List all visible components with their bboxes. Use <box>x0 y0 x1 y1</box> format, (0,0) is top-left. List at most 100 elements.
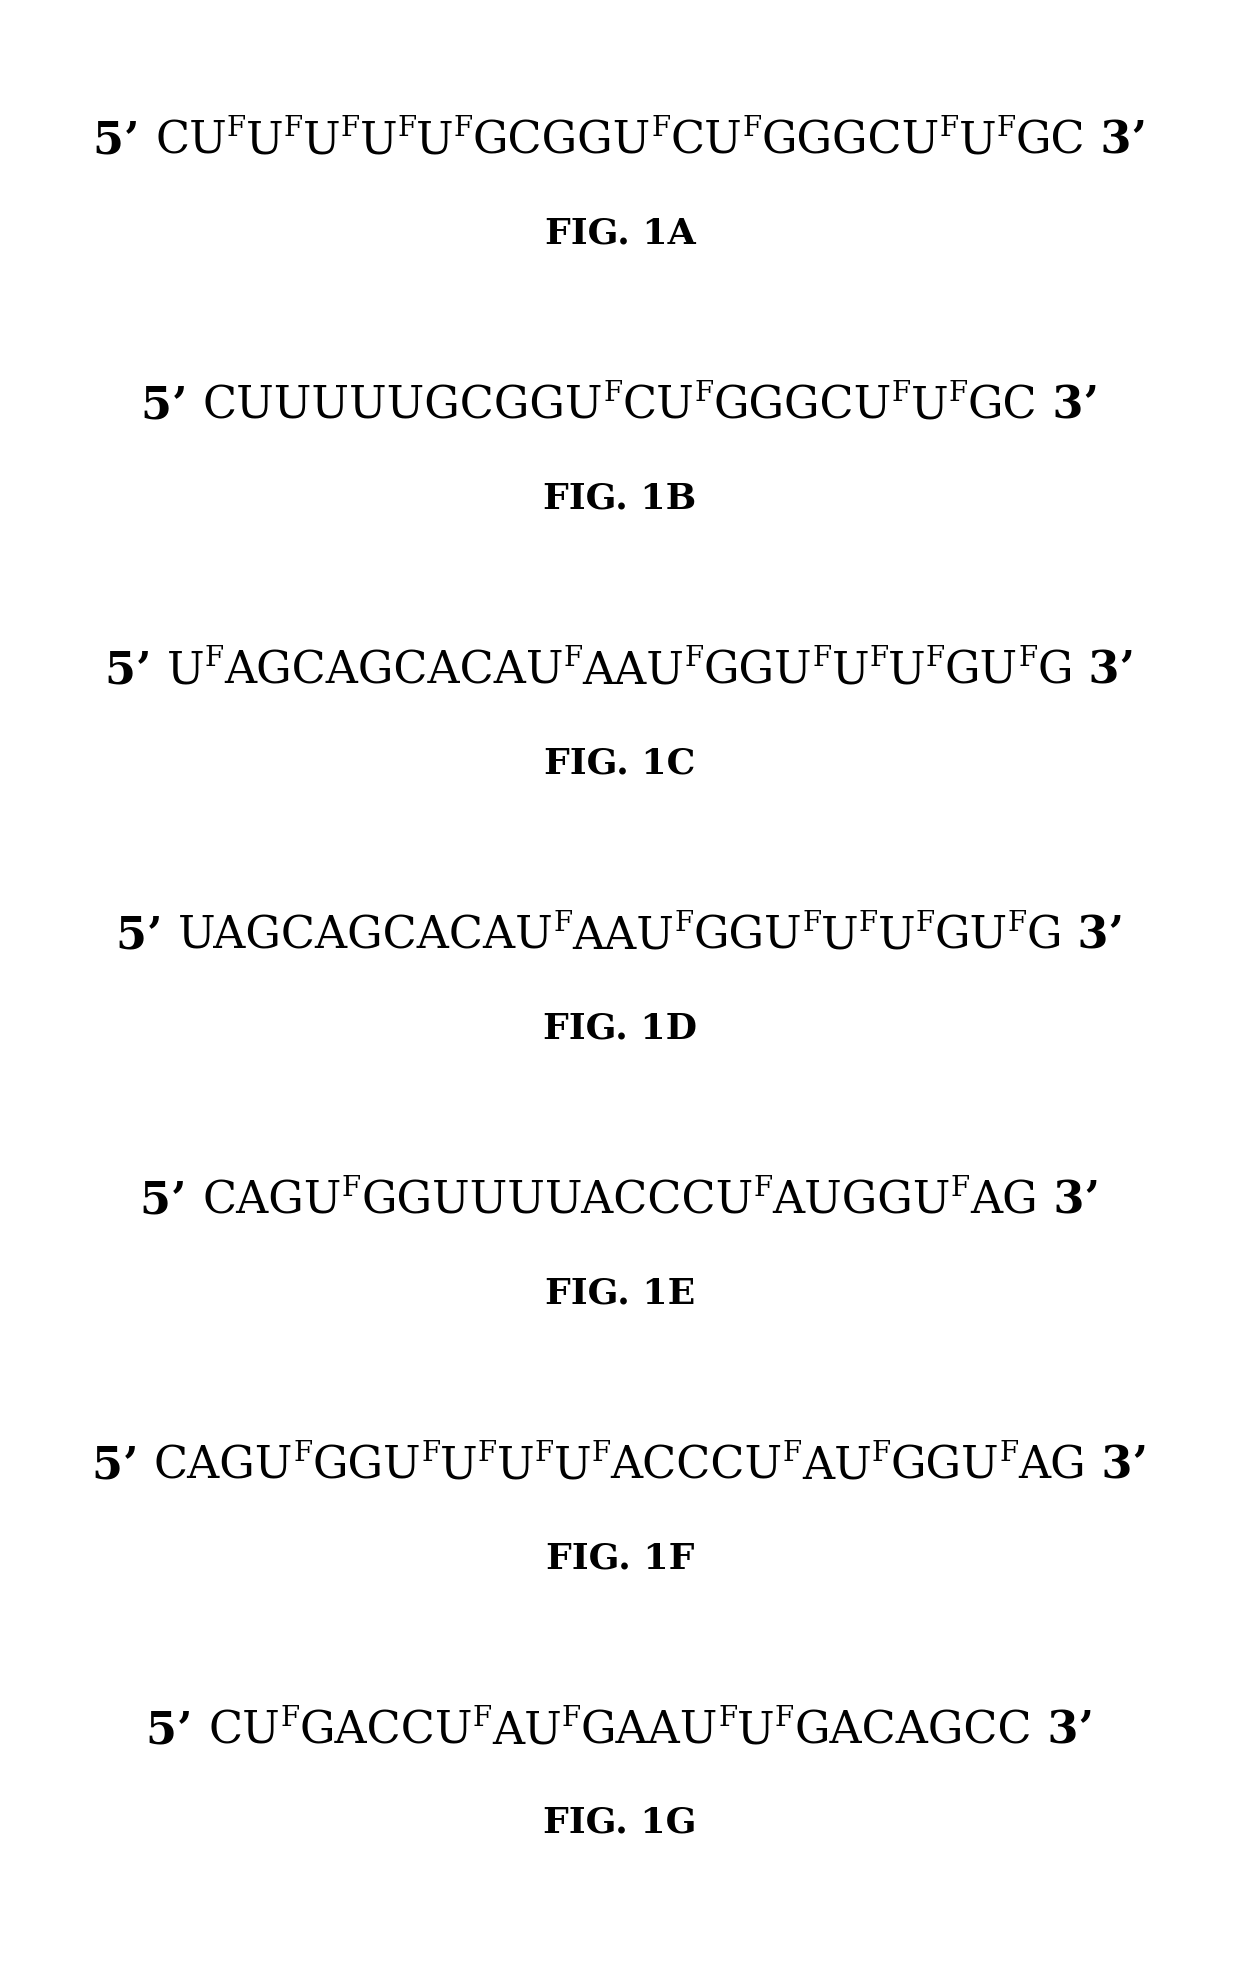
Text: U: U <box>878 915 915 957</box>
Text: AAU: AAU <box>573 915 675 957</box>
Text: F: F <box>342 1176 361 1202</box>
Text: 3’: 3’ <box>1063 915 1125 957</box>
Text: F: F <box>926 645 945 673</box>
Text: F: F <box>684 645 703 673</box>
Text: FIG. 1G: FIG. 1G <box>543 1805 697 1841</box>
Text: F: F <box>999 1440 1018 1468</box>
Text: GACAGCC: GACAGCC <box>794 1709 1032 1752</box>
Text: CUUUUUGCGGU: CUUUUUGCGGU <box>203 385 604 428</box>
Text: F: F <box>802 910 821 937</box>
Text: 5’: 5’ <box>115 915 177 957</box>
Text: U: U <box>910 385 949 428</box>
Text: CAGU: CAGU <box>202 1180 342 1223</box>
Text: F: F <box>534 1440 554 1468</box>
Text: U: U <box>167 649 205 693</box>
Text: 5’: 5’ <box>105 649 167 693</box>
Text: F: F <box>553 910 573 937</box>
Text: AUGGU: AUGGU <box>773 1180 951 1223</box>
Text: GAAU: GAAU <box>580 1709 718 1752</box>
Text: AU: AU <box>802 1444 872 1488</box>
Text: F: F <box>892 381 910 406</box>
Text: GU: GU <box>935 915 1008 957</box>
Text: F: F <box>422 1440 440 1468</box>
Text: F: F <box>872 1440 890 1468</box>
Text: F: F <box>472 1705 492 1732</box>
Text: F: F <box>340 114 360 142</box>
Text: F: F <box>477 1440 497 1468</box>
Text: F: F <box>563 645 583 673</box>
Text: GGGCU: GGGCU <box>761 120 940 164</box>
Text: CU: CU <box>155 120 227 164</box>
Text: U: U <box>959 120 996 164</box>
Text: F: F <box>205 645 224 673</box>
Text: U: U <box>497 1444 534 1488</box>
Text: F: F <box>280 1705 299 1732</box>
Text: GC: GC <box>1016 120 1085 164</box>
Text: 5’: 5’ <box>140 1180 202 1223</box>
Text: F: F <box>996 114 1016 142</box>
Text: GGU: GGU <box>890 1444 999 1488</box>
Text: U: U <box>832 649 869 693</box>
Text: GC: GC <box>967 385 1037 428</box>
Text: AGCAGCACAU: AGCAGCACAU <box>224 649 563 693</box>
Text: 5’: 5’ <box>92 1444 154 1488</box>
Text: GGU: GGU <box>693 915 802 957</box>
Text: U: U <box>888 649 926 693</box>
Text: F: F <box>454 114 472 142</box>
Text: 3’: 3’ <box>1073 649 1135 693</box>
Text: F: F <box>227 114 246 142</box>
Text: F: F <box>782 1440 802 1468</box>
Text: GGU: GGU <box>312 1444 422 1488</box>
Text: F: F <box>694 381 713 406</box>
Text: U: U <box>738 1709 775 1752</box>
Text: CAGU: CAGU <box>154 1444 294 1488</box>
Text: 3’: 3’ <box>1085 120 1147 164</box>
Text: GGU: GGU <box>703 649 812 693</box>
Text: F: F <box>869 645 888 673</box>
Text: FIG. 1E: FIG. 1E <box>544 1277 696 1310</box>
Text: GCGGU: GCGGU <box>472 120 651 164</box>
Text: 3’: 3’ <box>1038 1180 1100 1223</box>
Text: F: F <box>775 1705 794 1732</box>
Text: F: F <box>562 1705 580 1732</box>
Text: ACCCU: ACCCU <box>610 1444 782 1488</box>
Text: FIG. 1D: FIG. 1D <box>543 1010 697 1046</box>
Text: F: F <box>397 114 417 142</box>
Text: F: F <box>591 1440 610 1468</box>
Text: F: F <box>604 381 622 406</box>
Text: GGGCU: GGGCU <box>713 385 892 428</box>
Text: F: F <box>753 1176 773 1202</box>
Text: F: F <box>859 910 878 937</box>
Text: AG: AG <box>970 1180 1038 1223</box>
Text: F: F <box>940 114 959 142</box>
Text: F: F <box>1008 910 1027 937</box>
Text: F: F <box>718 1705 738 1732</box>
Text: F: F <box>294 1440 312 1468</box>
Text: AU: AU <box>492 1709 562 1752</box>
Text: F: F <box>812 645 832 673</box>
Text: G: G <box>1037 649 1073 693</box>
Text: 5’: 5’ <box>141 385 203 428</box>
Text: U: U <box>821 915 859 957</box>
Text: 5’: 5’ <box>146 1709 208 1752</box>
Text: G: G <box>1027 915 1063 957</box>
Text: UAGCAGCACAU: UAGCAGCACAU <box>177 915 553 957</box>
Text: AAU: AAU <box>583 649 684 693</box>
Text: CU: CU <box>671 120 742 164</box>
Text: GU: GU <box>945 649 1018 693</box>
Text: F: F <box>915 910 935 937</box>
Text: 3’: 3’ <box>1086 1444 1148 1488</box>
Text: F: F <box>675 910 693 937</box>
Text: CU: CU <box>208 1709 280 1752</box>
Text: FIG. 1B: FIG. 1B <box>543 481 697 515</box>
Text: U: U <box>440 1444 477 1488</box>
Text: CU: CU <box>622 385 694 428</box>
Text: U: U <box>246 120 284 164</box>
Text: GGUUUUACCCU: GGUUUUACCCU <box>361 1180 753 1223</box>
Text: U: U <box>554 1444 591 1488</box>
Text: F: F <box>951 1176 970 1202</box>
Text: F: F <box>742 114 761 142</box>
Text: U: U <box>360 120 397 164</box>
Text: U: U <box>303 120 340 164</box>
Text: F: F <box>1018 645 1037 673</box>
